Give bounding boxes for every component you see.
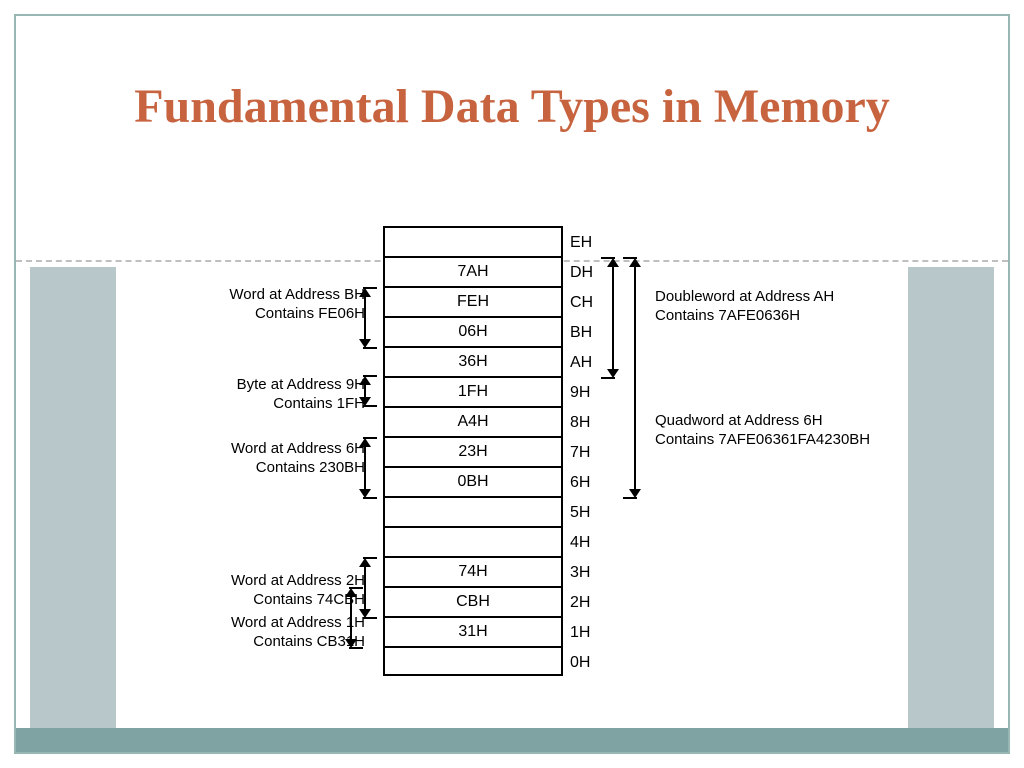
address-label: 5H <box>570 504 614 522</box>
address-label: 2H <box>570 594 614 612</box>
annotation-right: Doubleword at Address AHContains 7AFE063… <box>655 288 915 326</box>
annotation-right: Quadword at Address 6HContains 7AFE06361… <box>655 412 915 450</box>
memory-cell: A4H <box>385 406 561 436</box>
address-label: CH <box>570 294 614 312</box>
memory-cell: FEH <box>385 286 561 316</box>
memory-cell: 7AH <box>385 256 561 286</box>
address-label: 3H <box>570 564 614 582</box>
address-label: 1H <box>570 624 614 642</box>
memory-column: 7AHFEH06H36H1FHA4H23H0BH 74HCBH31H <box>383 226 563 676</box>
memory-cell: 0BH <box>385 466 561 496</box>
address-label: 7H <box>570 444 614 462</box>
memory-cell: 36H <box>385 346 561 376</box>
address-label: 4H <box>570 534 614 552</box>
decorative-left-box <box>30 267 116 746</box>
address-label: 9H <box>570 384 614 402</box>
memory-cell <box>385 646 561 676</box>
address-label: EH <box>570 234 614 252</box>
annotation-left: Byte at Address 9HContains 1FH <box>105 376 365 414</box>
memory-cell: 1FH <box>385 376 561 406</box>
address-label: AH <box>570 354 614 372</box>
memory-cell <box>385 496 561 526</box>
annotation-left: Word at Address 2HContains 74CBH <box>105 572 365 610</box>
memory-cell: 74H <box>385 556 561 586</box>
memory-cell <box>385 226 561 256</box>
address-label: DH <box>570 264 614 282</box>
address-label: 8H <box>570 414 614 432</box>
memory-cell <box>385 526 561 556</box>
address-label: 0H <box>570 654 614 672</box>
memory-cell: CBH <box>385 586 561 616</box>
decorative-right-box <box>908 267 994 746</box>
annotation-left: Word at Address BHContains FE06H <box>105 286 365 324</box>
address-label: BH <box>570 324 614 342</box>
memory-cell: 23H <box>385 436 561 466</box>
annotation-left: Word at Address 6HContains 230BH <box>105 440 365 478</box>
memory-cell: 31H <box>385 616 561 646</box>
memory-cell: 06H <box>385 316 561 346</box>
address-label: 6H <box>570 474 614 492</box>
page-title: Fundamental Data Types in Memory <box>0 78 1024 137</box>
annotation-left: Word at Address 1HContains CB31H <box>105 614 365 652</box>
memory-diagram: 7AHFEH06H36H1FHA4H23H0BH 74HCBH31H EH DH CH… <box>135 226 895 746</box>
